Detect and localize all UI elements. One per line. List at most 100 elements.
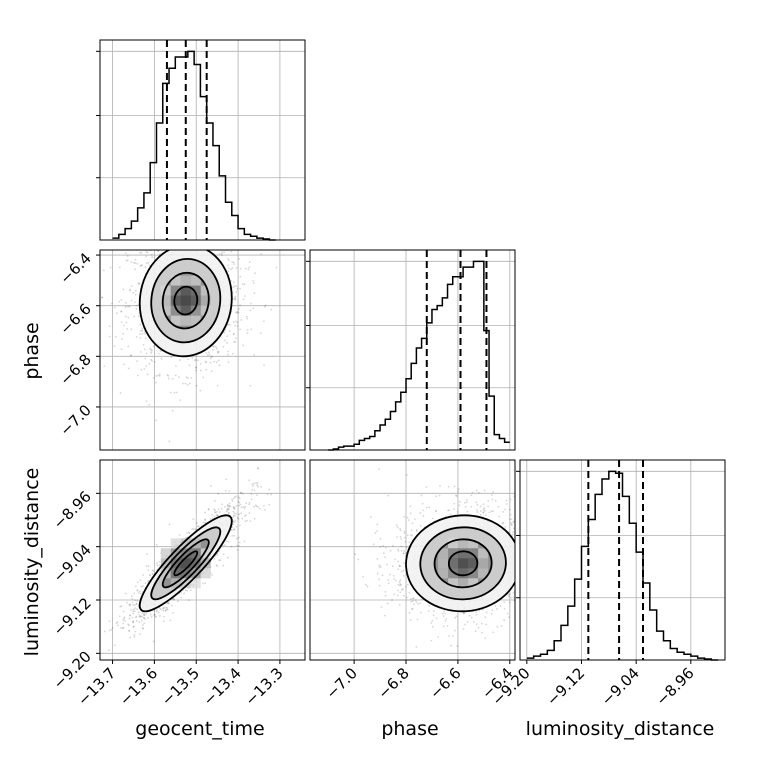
- scatter-point: [516, 566, 518, 568]
- scatter-point: [480, 510, 482, 512]
- scatter-point: [530, 433, 532, 435]
- scatter-point: [125, 302, 127, 304]
- scatter-point: [146, 553, 148, 555]
- scatter-point: [473, 621, 475, 623]
- scatter-point: [225, 227, 227, 229]
- scatter-point: [379, 538, 381, 540]
- scatter-point: [221, 503, 223, 505]
- scatter-point: [239, 276, 241, 278]
- scatter-point: [146, 613, 148, 615]
- scatter-point: [416, 601, 418, 603]
- scatter-point: [121, 605, 123, 607]
- scatter-point: [180, 597, 182, 599]
- scatter-point: [182, 383, 184, 385]
- scatter-point: [437, 636, 439, 638]
- scatter-point: [201, 236, 203, 238]
- scatter-point: [127, 255, 129, 257]
- scatter-point: [134, 268, 136, 270]
- scatter-point: [529, 528, 531, 530]
- scatter-point: [144, 582, 146, 584]
- scatter-point: [475, 630, 477, 632]
- scatter-point: [228, 361, 230, 363]
- scatter-point: [204, 245, 206, 247]
- scatter-point: [208, 351, 210, 353]
- scatter-point: [176, 391, 178, 393]
- scatter-point: [264, 509, 266, 511]
- scatter-point: [178, 246, 180, 248]
- scatter-point: [148, 565, 150, 567]
- scatter-point: [194, 210, 196, 212]
- scatter-point: [357, 559, 359, 561]
- scatter-point: [244, 520, 246, 522]
- scatter-point: [158, 353, 160, 355]
- scatter-point: [483, 503, 485, 505]
- scatter-point: [393, 578, 395, 580]
- scatter-point: [254, 490, 256, 492]
- scatter-point: [232, 524, 234, 526]
- scatter-point: [486, 612, 488, 614]
- scatter-point: [478, 627, 480, 629]
- scatter-point: [224, 544, 226, 546]
- scatter-point: [239, 525, 241, 527]
- scatter-point: [403, 550, 405, 552]
- scatter-point: [484, 510, 486, 512]
- scatter-point: [476, 623, 478, 625]
- scatter-point: [162, 610, 164, 612]
- scatter-point: [244, 295, 246, 297]
- scatter-point: [513, 592, 515, 594]
- scatter-point: [524, 546, 526, 548]
- scatter-point: [403, 553, 405, 555]
- scatter-point: [244, 506, 246, 508]
- scatter-point: [110, 267, 112, 269]
- scatter-point: [178, 243, 180, 245]
- scatter-point: [394, 559, 396, 561]
- scatter-point: [250, 329, 252, 331]
- scatter-point: [515, 544, 517, 546]
- scatter-point: [185, 383, 187, 385]
- scatter-point: [146, 252, 148, 254]
- scatter-point: [252, 280, 254, 282]
- scatter-point: [145, 230, 147, 232]
- scatter-point: [164, 610, 166, 612]
- scatter-point: [138, 315, 140, 317]
- scatter-point: [178, 376, 180, 378]
- scatter-point: [135, 290, 137, 292]
- y-axis-title-luminosity-distance: luminosity_distance: [21, 468, 43, 657]
- scatter-point: [376, 558, 378, 560]
- scatter-point: [134, 636, 136, 638]
- scatter-point: [250, 520, 252, 522]
- scatter-point: [528, 591, 530, 593]
- scatter-point: [510, 597, 512, 599]
- scatter-point: [183, 592, 185, 594]
- scatter-point: [139, 333, 141, 335]
- scatter-point: [523, 548, 525, 550]
- scatter-point: [233, 529, 235, 531]
- scatter-point: [539, 593, 541, 595]
- scatter-point: [183, 242, 185, 244]
- scatter-point: [539, 553, 541, 555]
- scatter-point: [432, 517, 434, 519]
- scatter-point: [260, 253, 262, 255]
- scatter-point: [495, 500, 497, 502]
- scatter-point: [163, 246, 165, 248]
- scatter-point: [379, 585, 381, 587]
- scatter-point: [243, 298, 245, 300]
- density-cell: [478, 558, 488, 568]
- scatter-point: [170, 392, 172, 394]
- scatter-point: [551, 569, 553, 571]
- scatter-point: [439, 495, 441, 497]
- scatter-point: [236, 312, 238, 314]
- scatter-point: [405, 586, 407, 588]
- scatter-point: [133, 609, 135, 611]
- scatter-point: [541, 577, 543, 579]
- scatter-point: [510, 499, 512, 501]
- scatter-point: [397, 590, 399, 592]
- scatter-point: [215, 512, 217, 514]
- scatter-point: [171, 210, 173, 212]
- scatter-point: [507, 613, 509, 615]
- scatter-point: [534, 544, 536, 546]
- scatter-point: [188, 242, 190, 244]
- scatter-point: [189, 383, 191, 385]
- scatter-point: [172, 612, 174, 614]
- scatter-point: [426, 507, 428, 509]
